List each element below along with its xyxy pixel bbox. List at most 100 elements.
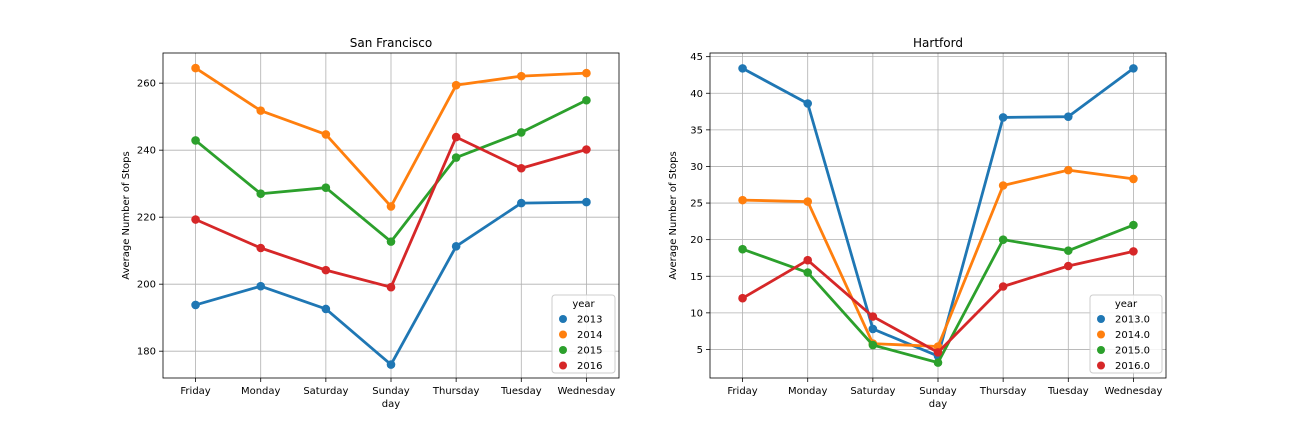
legend-label: 2015 [577,346,602,357]
data-point [582,197,591,207]
data-point [386,237,396,246]
x-tick-label: Sunday [372,386,409,397]
legend-box [1089,294,1163,374]
y-tick-label: 15 [690,272,703,283]
data-point [738,195,747,205]
series-2016.0 [738,247,1138,357]
data-point [1129,174,1138,184]
data-point [256,106,266,115]
x-tick-label: Thursday [979,386,1027,397]
data-point [451,242,461,251]
x-tick-label: Friday [727,386,757,397]
data-point [516,163,526,173]
data-point [516,128,526,137]
chart-title: Hartford [913,36,963,50]
x-tick-label: Monday [788,386,828,397]
data-point [256,243,266,253]
x-tick-label: Thursday [432,386,480,397]
data-point [191,63,200,73]
data-point [868,312,878,321]
x-axis-label: day [382,399,400,410]
data-point [803,255,813,265]
data-point [803,268,813,277]
data-point [516,71,526,81]
y-tick-label: 30 [690,162,703,173]
data-point [738,64,747,73]
data-point [256,189,266,199]
data-point [386,360,396,369]
x-tick-label: Monday [241,386,281,397]
x-axis-label: day [929,399,947,410]
data-point [582,68,591,78]
y-tick-label: 220 [137,213,156,224]
data-point [1129,247,1138,256]
chart-panel-2: Friday Monday Saturday Sunday Thursday Tuesda… [668,36,1167,410]
x-tick-label: Friday [180,386,210,397]
data-point [1129,220,1138,230]
data-point [868,324,878,334]
data-point [451,80,461,90]
y-tick-label: 200 [137,280,156,291]
x-tick-label: Saturday [850,386,895,397]
data-point [191,215,200,224]
x-tick-label: Sunday [919,386,956,397]
data-point [803,197,813,206]
x-tick-label: Wednesday [557,386,615,397]
data-point [256,281,266,291]
data-point [582,95,591,105]
legend-label: 2013 [577,315,602,326]
legend: year 2013 2014 2015 2016 [551,294,616,374]
y-axis-label: Average Number of Stops [668,151,679,279]
chart-panel-1: Friday Monday Saturday Sunday Thursday Tuesda… [121,36,620,410]
y-tick-label: 20 [690,235,703,246]
legend-box [551,294,616,374]
data-point [321,304,331,314]
x-tick-label: Wednesday [1104,386,1162,397]
grid [710,53,1166,378]
data-point [582,145,591,154]
legend-marker [559,346,567,354]
data-point [451,132,461,142]
legend-marker [1097,330,1105,339]
legend-marker [1097,346,1105,354]
data-point [933,348,943,357]
y-tick-label: 25 [690,199,703,210]
y-tick-label: 5 [697,345,703,356]
legend: year 2013.0 2014.0 2015.0 2016.0 [1089,294,1163,374]
data-point [803,99,813,108]
y-tick-label: 35 [690,125,703,136]
series-2015.0 [738,220,1138,367]
series-2013 [191,197,591,369]
data-point [191,136,200,145]
data-point [451,153,461,162]
data-point [321,130,331,139]
data-point [321,183,331,192]
data-point [386,282,396,292]
y-tick-label: 240 [137,146,156,157]
chart-title: San Francisco [350,36,432,50]
y-axis-label: Average Number of Stops [121,151,132,279]
grid [163,53,619,378]
data-point [998,282,1008,291]
x-tick-label: Tuesday [500,386,542,397]
data-point [1063,246,1073,255]
y-tick-label: 40 [690,89,703,100]
legend-marker [559,315,567,323]
legend-label: 2015.0 [1115,346,1150,357]
data-point [868,340,878,350]
legend-title: year [572,299,595,310]
data-point [998,235,1008,244]
data-point [998,181,1008,190]
data-point [1129,64,1138,73]
legend-marker [1097,315,1105,323]
data-point [516,198,526,208]
data-point [933,358,943,367]
legend-label: 2013.0 [1115,315,1150,326]
x-tick-label: Saturday [303,386,348,397]
series-2015 [191,95,591,246]
legend-marker [1097,361,1105,370]
legend-label: 2014.0 [1115,330,1150,341]
y-tick-label: 180 [137,347,156,358]
series-2014 [191,63,591,211]
